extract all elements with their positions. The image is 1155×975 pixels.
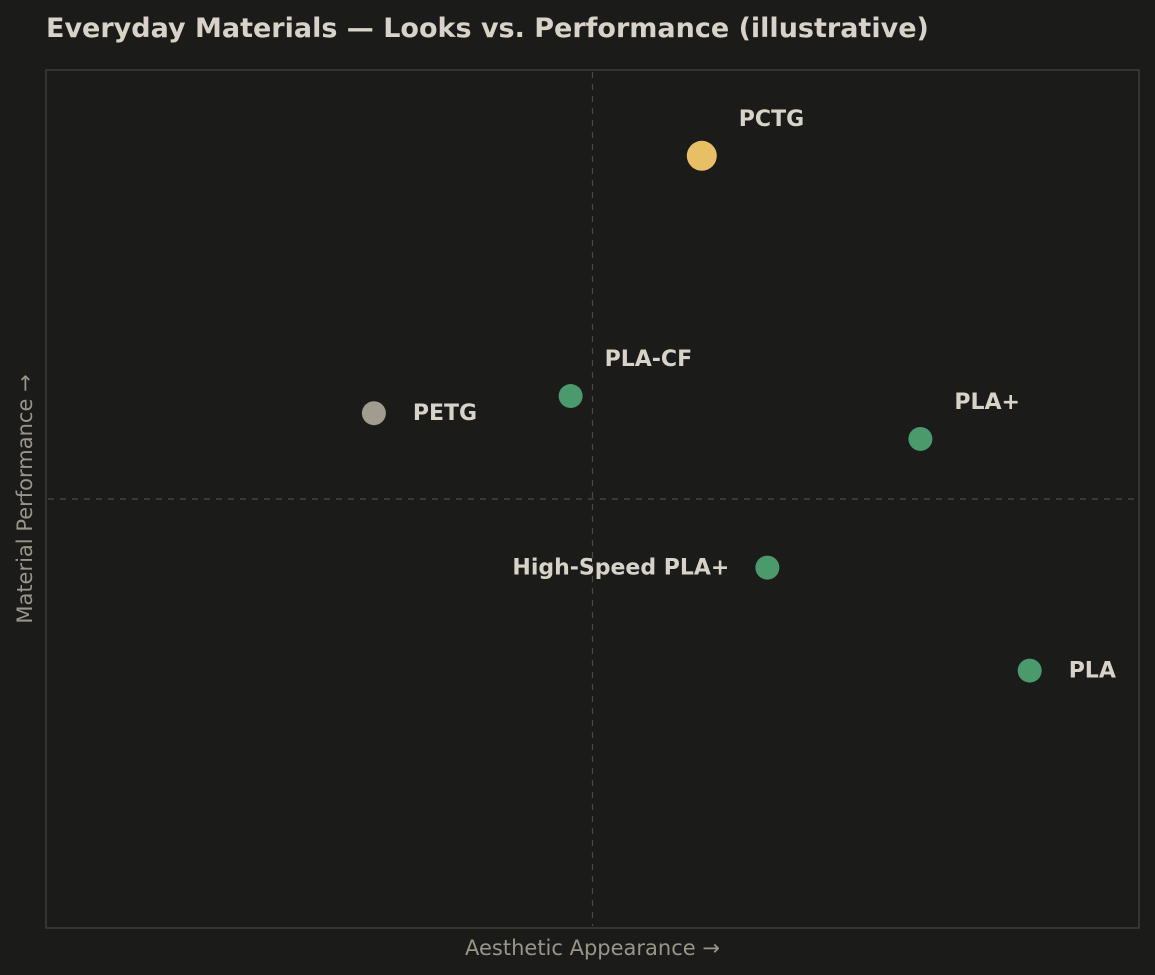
data-points: PCTG PLA-CF PETG PLA+ High-Speed PLA+ PLA: [361, 107, 1116, 684]
point-petg: [361, 401, 386, 426]
plot-frame: [45, 69, 1140, 929]
point-label-pla: PLA+: [954, 390, 1020, 415]
point-pla: [908, 426, 933, 451]
y-axis-label: Material Performance →: [13, 374, 37, 623]
point-label-high-speed-pla: High-Speed PLA+: [512, 556, 729, 581]
point-label-pla: PLA: [1069, 659, 1116, 684]
chart-title: Everyday Materials — Looks vs. Performan…: [46, 13, 929, 44]
x-axis-label: Aesthetic Appearance →: [465, 936, 720, 960]
point-pla: [1017, 658, 1042, 683]
point-label-petg: PETG: [413, 401, 477, 426]
point-label-pctg: PCTG: [739, 107, 804, 132]
point-pctg: [686, 140, 717, 171]
point-pla-cf: [558, 384, 583, 409]
point-label-pla-cf: PLA-CF: [605, 347, 692, 372]
point-high-speed-pla: [755, 555, 780, 580]
